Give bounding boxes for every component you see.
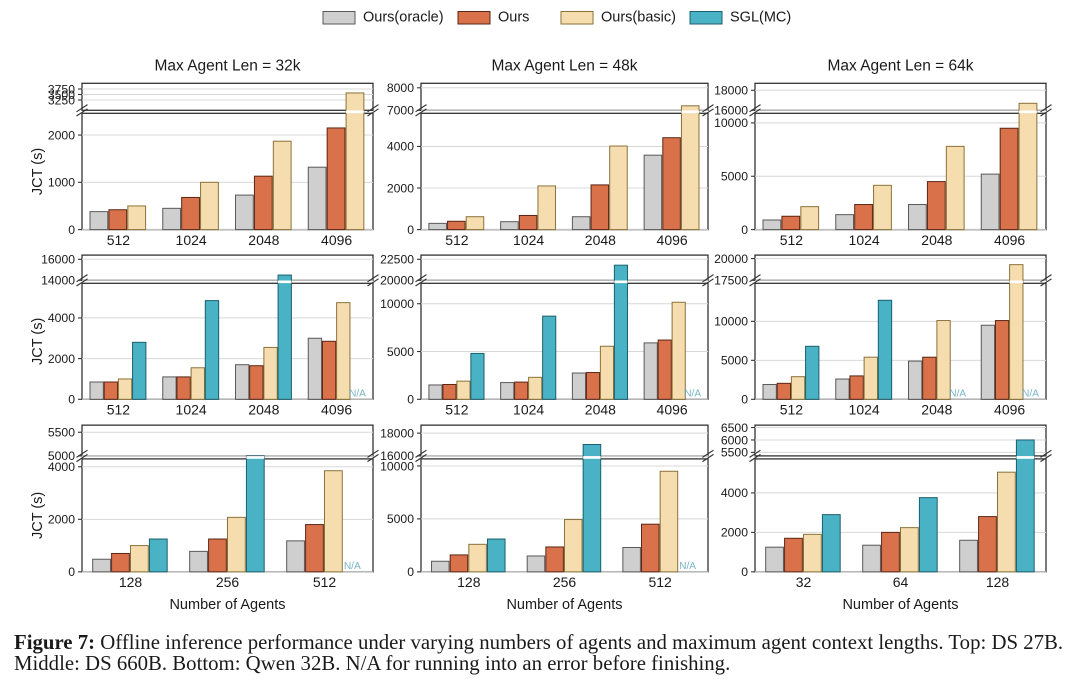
svg-text:N/A: N/A [349,388,366,399]
svg-text:20000: 20000 [380,274,414,288]
svg-text:3750: 3750 [48,82,75,96]
svg-text:0: 0 [407,223,414,237]
svg-text:Number of Agents: Number of Agents [506,597,622,613]
svg-text:0: 0 [741,393,748,407]
svg-text:128: 128 [457,574,481,590]
svg-text:5500: 5500 [721,446,748,460]
svg-text:7000: 7000 [387,104,414,118]
svg-text:5000: 5000 [721,170,748,184]
svg-text:2000: 2000 [48,128,75,142]
svg-text:2048: 2048 [248,232,279,248]
svg-text:512: 512 [107,232,131,248]
svg-text:512: 512 [313,574,337,590]
svg-text:0: 0 [68,223,75,237]
svg-text:512: 512 [780,232,804,248]
svg-text:Middle: DS 660B. Bottom: Qwen: Middle: DS 660B. Bottom: Qwen 32B. N/A f… [14,652,730,675]
svg-text:Max Agent Len = 32k: Max Agent Len = 32k [154,57,300,74]
svg-text:2048: 2048 [921,402,952,418]
svg-text:256: 256 [216,574,240,590]
svg-text:Number of Agents: Number of Agents [842,597,958,613]
svg-text:10000: 10000 [714,116,748,130]
svg-text:128: 128 [119,574,143,590]
svg-text:10000: 10000 [714,315,748,329]
svg-text:JCT (s): JCT (s) [30,318,46,365]
svg-text:0: 0 [741,223,748,237]
svg-text:4096: 4096 [994,232,1025,248]
svg-text:2000: 2000 [48,352,75,366]
svg-text:0: 0 [407,393,414,407]
svg-text:N/A: N/A [684,388,701,399]
svg-text:10000: 10000 [380,459,414,473]
svg-text:18000: 18000 [380,426,414,440]
svg-text:0: 0 [68,393,75,407]
svg-text:2000: 2000 [387,181,414,195]
svg-text:10000: 10000 [380,297,414,311]
svg-text:6500: 6500 [721,421,748,435]
svg-text:1000: 1000 [48,176,75,190]
svg-text:Ours(basic): Ours(basic) [601,10,676,26]
svg-text:5000: 5000 [387,512,414,526]
svg-text:JCT (s): JCT (s) [30,148,46,195]
svg-text:0: 0 [741,565,748,579]
svg-text:JCT (s): JCT (s) [30,492,46,539]
svg-text:Figure 7: Offline inference pe: Figure 7: Offline inference performance … [14,631,1063,654]
svg-text:Max Agent Len = 64k: Max Agent Len = 64k [827,57,973,74]
svg-text:32: 32 [796,574,812,590]
svg-text:17500: 17500 [714,274,748,288]
svg-text:512: 512 [445,232,469,248]
svg-text:22500: 22500 [380,253,414,267]
svg-text:6000: 6000 [721,433,748,447]
svg-text:2048: 2048 [585,402,616,418]
svg-text:4096: 4096 [994,402,1025,418]
svg-text:4096: 4096 [321,402,352,418]
svg-text:N/A: N/A [344,561,361,572]
svg-text:2048: 2048 [248,402,279,418]
svg-text:0: 0 [68,565,75,579]
svg-text:512: 512 [107,402,131,418]
svg-text:2000: 2000 [721,526,748,540]
svg-text:1024: 1024 [513,232,544,248]
svg-text:1024: 1024 [513,402,544,418]
svg-text:5000: 5000 [387,345,414,359]
svg-text:Max Agent Len = 48k: Max Agent Len = 48k [491,57,637,74]
svg-text:4000: 4000 [721,486,748,500]
svg-text:Ours(oracle): Ours(oracle) [363,10,444,26]
svg-text:1024: 1024 [176,402,207,418]
svg-text:256: 256 [553,574,577,590]
svg-text:1024: 1024 [849,232,880,248]
svg-text:16000: 16000 [41,253,75,267]
svg-text:20000: 20000 [714,252,748,266]
svg-text:4000: 4000 [48,311,75,325]
svg-text:512: 512 [445,402,469,418]
svg-text:N/A: N/A [949,388,966,399]
svg-text:0: 0 [407,565,414,579]
svg-text:128: 128 [986,574,1010,590]
svg-text:64: 64 [893,574,909,590]
svg-text:2000: 2000 [48,513,75,527]
svg-text:N/A: N/A [1022,388,1039,399]
svg-text:N/A: N/A [679,561,696,572]
svg-text:2048: 2048 [585,232,616,248]
svg-text:1024: 1024 [176,232,207,248]
svg-text:SGL(MC): SGL(MC) [730,10,791,26]
svg-text:Number of Agents: Number of Agents [169,597,285,613]
svg-text:5500: 5500 [48,426,75,440]
svg-text:512: 512 [648,574,672,590]
svg-text:4096: 4096 [657,232,688,248]
svg-text:512: 512 [780,402,804,418]
svg-text:18000: 18000 [714,84,748,98]
svg-text:2048: 2048 [921,232,952,248]
svg-text:5000: 5000 [721,354,748,368]
svg-text:4096: 4096 [657,402,688,418]
svg-text:1024: 1024 [849,402,880,418]
svg-text:4000: 4000 [387,140,414,154]
svg-text:4096: 4096 [321,232,352,248]
svg-text:Ours: Ours [498,10,529,26]
svg-text:8000: 8000 [387,81,414,95]
svg-text:4000: 4000 [48,460,75,474]
svg-text:14000: 14000 [41,274,75,288]
